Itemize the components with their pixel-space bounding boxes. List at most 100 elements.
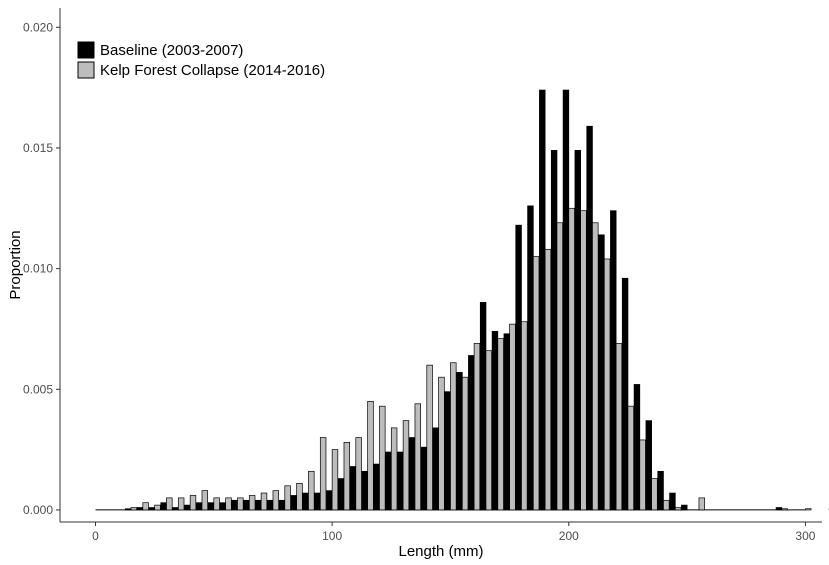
- bar-baseline: [361, 470, 368, 511]
- bar-baseline: [266, 499, 274, 511]
- bar-baseline: [326, 490, 333, 511]
- bar-kelp-forest-collapse: [272, 490, 280, 511]
- bar-baseline: [195, 502, 203, 511]
- x-tick-label: 300: [795, 529, 815, 543]
- bar-baseline: [337, 478, 345, 511]
- bar-kelp-forest-collapse: [414, 403, 422, 511]
- bar-baseline: [219, 502, 227, 511]
- bar-kelp-forest-collapse: [438, 376, 445, 511]
- bar-baseline: [184, 504, 191, 511]
- bar-baseline: [539, 89, 546, 511]
- bar-kelp-forest-collapse: [674, 507, 682, 511]
- bar-kelp-forest-collapse: [544, 248, 552, 511]
- y-axis-title: Proportion: [7, 230, 24, 299]
- bar-kelp-forest-collapse: [805, 508, 812, 511]
- y-ticks: 0.000 0.005 0.010 0.015 0.020: [23, 20, 60, 517]
- bar-kelp-forest-collapse: [130, 507, 138, 511]
- bar-baseline: [491, 331, 499, 511]
- x-ticks: 0 100 200 300: [92, 522, 816, 543]
- x-tick-label: 0: [92, 529, 99, 543]
- bar-kelp-forest-collapse: [319, 437, 327, 511]
- bar-kelp-forest-collapse: [166, 497, 173, 511]
- bar-baseline: [574, 150, 581, 511]
- x-axis-title: Length (mm): [398, 543, 483, 560]
- bar-kelp-forest-collapse: [201, 490, 209, 511]
- bar-kelp-forest-collapse: [473, 343, 481, 511]
- bar-kelp-forest-collapse: [485, 350, 492, 511]
- bar-kelp-forest-collapse: [237, 497, 244, 511]
- x-tick-label: 200: [559, 529, 579, 543]
- bar-baseline: [349, 466, 357, 511]
- bar-kelp-forest-collapse: [580, 210, 587, 511]
- bar-baseline: [657, 470, 664, 511]
- bar-baseline: [124, 508, 132, 511]
- bar-baseline: [432, 427, 439, 511]
- bar-kelp-forest-collapse: [225, 497, 232, 511]
- bar-kelp-forest-collapse: [663, 499, 670, 511]
- bar-kelp-forest-collapse: [177, 497, 185, 511]
- legend-label-kelp-forest-collapse: Kelp Forest Collapse (2014-2016): [100, 62, 325, 79]
- bar-kelp-forest-collapse: [568, 207, 575, 511]
- bar-kelp-forest-collapse: [592, 222, 599, 511]
- bar-baseline: [255, 499, 262, 511]
- bar-kelp-forest-collapse: [781, 508, 788, 511]
- bar-baseline: [172, 507, 179, 511]
- bar-kelp-forest-collapse: [248, 495, 256, 511]
- legend-key-kelp-forest-collapse: [77, 61, 95, 79]
- bar-baseline: [314, 492, 321, 511]
- bar-baseline: [231, 499, 238, 511]
- bar-kelp-forest-collapse: [426, 364, 433, 511]
- legend-label-baseline: Baseline (2003-2007): [100, 42, 243, 59]
- y-tick-label: 0.010: [23, 262, 53, 276]
- bar-baseline: [408, 437, 416, 511]
- bar-baseline: [420, 446, 428, 511]
- bar-baseline: [669, 492, 676, 511]
- bar-baseline: [503, 333, 510, 511]
- bar-kelp-forest-collapse: [651, 478, 658, 511]
- bars-layer: [95, 89, 829, 511]
- bar-kelp-forest-collapse: [367, 400, 374, 511]
- y-tick-label: 0.020: [23, 20, 53, 34]
- bar-baseline: [598, 234, 605, 511]
- bar-baseline: [562, 89, 570, 511]
- bar-kelp-forest-collapse: [142, 502, 149, 511]
- bar-baseline: [479, 302, 487, 511]
- bar-baseline: [586, 125, 593, 511]
- bar-baseline: [515, 224, 522, 511]
- bar-kelp-forest-collapse: [532, 256, 540, 511]
- bar-kelp-forest-collapse: [213, 497, 220, 511]
- bar-baseline: [290, 495, 298, 511]
- bar-baseline: [302, 492, 309, 511]
- bar-kelp-forest-collapse: [154, 504, 161, 511]
- bar-kelp-forest-collapse: [402, 420, 410, 511]
- bar-kelp-forest-collapse: [627, 405, 634, 511]
- bar-kelp-forest-collapse: [556, 222, 563, 511]
- bar-baseline: [681, 504, 688, 511]
- bar-kelp-forest-collapse: [698, 497, 705, 511]
- y-tick-label: 0.005: [23, 382, 53, 396]
- bar-baseline: [243, 499, 250, 511]
- bar-kelp-forest-collapse: [260, 492, 268, 511]
- bar-baseline: [385, 451, 392, 511]
- bar-baseline: [610, 210, 617, 511]
- legend-key-baseline: [77, 41, 95, 59]
- bar-kelp-forest-collapse: [308, 470, 315, 511]
- bar-kelp-forest-collapse: [284, 485, 291, 511]
- bar-kelp-forest-collapse: [296, 483, 303, 511]
- bar-baseline: [136, 507, 144, 511]
- bar-baseline: [444, 391, 451, 511]
- bar-baseline: [207, 502, 215, 511]
- bar-baseline: [645, 420, 652, 511]
- bar-kelp-forest-collapse: [461, 376, 469, 511]
- bar-baseline: [550, 150, 558, 511]
- bar-baseline: [633, 384, 641, 511]
- bar-baseline: [373, 463, 380, 511]
- y-tick-label: 0.000: [23, 503, 53, 517]
- bar-kelp-forest-collapse: [343, 442, 351, 511]
- bar-baseline: [160, 502, 167, 511]
- bar-baseline: [278, 499, 286, 511]
- bar-baseline: [527, 205, 534, 511]
- bar-baseline: [148, 507, 156, 511]
- bar-kelp-forest-collapse: [450, 362, 457, 511]
